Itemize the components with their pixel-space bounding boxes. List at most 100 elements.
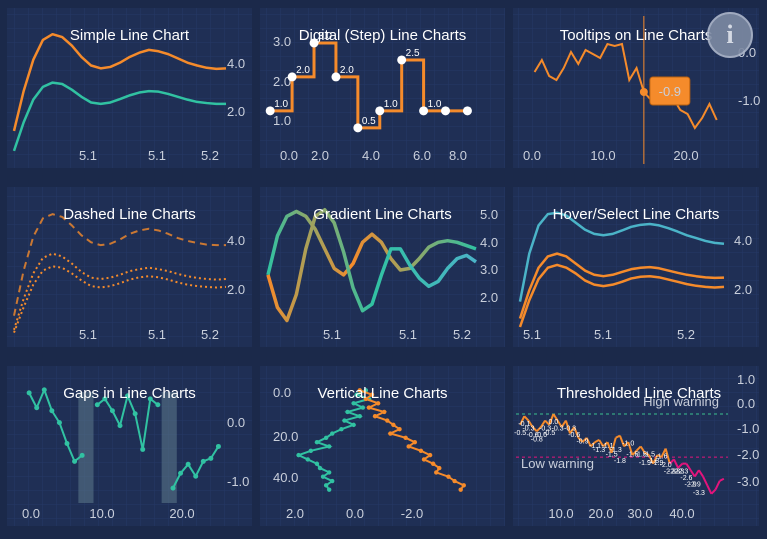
series-point (155, 402, 161, 408)
point-label: -2.3 (664, 469, 676, 476)
vertical-series-point (323, 483, 329, 488)
x-tick-label: 8.0 (449, 148, 467, 163)
y-tick-label: 4.0 (734, 233, 752, 248)
chart-title: Gradient Line Charts (313, 206, 451, 223)
threshold-segment (536, 426, 542, 432)
series-point (49, 408, 55, 414)
vertical-series-point (351, 401, 356, 406)
x-tick-label: 10.0 (548, 506, 573, 521)
threshold-segment (698, 469, 704, 478)
low-warning-label: Low warning (521, 456, 594, 471)
series-point (125, 393, 131, 399)
x-tick-label: 4.0 (362, 148, 380, 163)
x-tick-label: 10.0 (89, 506, 114, 521)
series-point (215, 443, 221, 449)
point-label: -0.1 (518, 421, 530, 428)
y-tick-label: 4.0 (480, 235, 498, 250)
point-label: -1.8 (647, 458, 659, 465)
vertical-series-point (323, 435, 329, 441)
x-tick-label: 5.1 (79, 327, 97, 342)
chart-title: Simple Line Chart (70, 27, 190, 44)
threshold-segment (540, 419, 546, 428)
vertical-series-point (375, 401, 381, 406)
x-tick-label: 5.1 (594, 327, 612, 342)
chart-tile: 5.1 5.1 5.2 4.0 2.0 Hover/Select Line Charts (513, 187, 759, 347)
threshold-segment (573, 426, 580, 439)
vertical-series-point (412, 439, 418, 445)
step-point (353, 123, 363, 133)
chart-tile: 5.1 5.1 5.2 5.0 4.0 3.0 2.0 Gradient Line Chart… (260, 187, 505, 347)
vertical-series-point (296, 452, 301, 458)
x-tick-label: 0.0 (346, 506, 364, 521)
y-tick-label: -1.0 (738, 93, 760, 108)
point-label: -0.3 (539, 426, 551, 433)
y-tick-label: 0.0 (227, 415, 245, 430)
point-label: -2.3 (668, 469, 680, 476)
vertical-series-point (430, 461, 436, 466)
series-point (117, 423, 123, 429)
x-tick-label: 5.2 (453, 327, 471, 342)
series-point (170, 485, 176, 491)
series-point (94, 402, 100, 408)
y-tick-label: 1.0 (273, 113, 291, 128)
y-tick-label: 0.0 (273, 385, 291, 400)
vertical-series-point (357, 388, 362, 393)
x-tick-label: 5.1 (148, 148, 166, 163)
y-tick-label: 4.0 (227, 56, 245, 71)
y-tick-label: 5.0 (480, 207, 498, 222)
threshold-segment (648, 454, 655, 465)
x-tick-label: 5.2 (201, 327, 219, 342)
vertical-series-point (330, 478, 335, 484)
threshold-segment (598, 439, 605, 447)
threshold-segment (719, 477, 725, 482)
series-point (41, 387, 47, 393)
vertical-series-point (382, 409, 387, 415)
y-tick-label: 40.0 (273, 470, 298, 485)
x-tick-label: 0.0 (523, 148, 541, 163)
point-label: -0.5 (514, 430, 526, 437)
y-tick-label: 2.0 (227, 282, 245, 297)
point-label: -2.0 (660, 462, 672, 469)
x-tick-label: 5.1 (523, 327, 541, 342)
y-tick-label: 2.0 (734, 282, 752, 297)
vertical-series-point (317, 465, 323, 471)
point-label: -1.9 (639, 460, 651, 467)
y-tick-label: 3.0 (273, 34, 291, 49)
x-tick-label: 20.0 (169, 506, 194, 521)
series-point (200, 458, 206, 464)
vertical-series-point (314, 461, 320, 466)
point-label: -0.6 (535, 432, 547, 439)
point-label: -1.0 (622, 441, 634, 448)
series-point (34, 405, 40, 411)
point-label: -1.5 (643, 451, 655, 458)
series-point (72, 458, 78, 464)
x-tick-label: 6.0 (413, 148, 431, 163)
vertical-series-point (345, 409, 350, 415)
y-tick-label: 3.0 (480, 262, 498, 277)
vertical-series-point (437, 465, 442, 471)
x-tick-label: 20.0 (673, 148, 698, 163)
y-tick-label: 20.0 (273, 429, 298, 444)
x-tick-label: 5.1 (148, 327, 166, 342)
series-line (13, 213, 226, 316)
info-icon[interactable]: i (707, 12, 753, 58)
chart-tile: 2.0 0.0 -2.0 0.0 20.0 40.0 Vertical Line Chart… (260, 366, 505, 526)
series-line (13, 252, 227, 331)
point-label: 0.0 (549, 419, 559, 426)
x-tick-label: 2.0 (286, 506, 304, 521)
chart-tile: 0.0 10.0 20.0 0.0 -1.0 Gaps in Line Charts (7, 366, 252, 526)
x-tick-label: 0.0 (22, 506, 40, 521)
point-label: -2.6 (680, 475, 692, 482)
threshold-segment (552, 413, 559, 422)
vertical-series-point (339, 427, 344, 432)
gradient-series-line (266, 209, 477, 277)
chart-tile: 5.1 5.1 5.2 4.0 2.0 Dashed Line Charts (7, 187, 252, 347)
x-tick-label: 40.0 (669, 506, 694, 521)
vertical-series-point (397, 427, 402, 432)
chart-title: Gaps in Line Charts (63, 385, 196, 402)
y-tick-label: 0.0 (737, 396, 755, 411)
tooltip-label: -0.9 (659, 84, 681, 99)
vertical-series-point (385, 418, 390, 423)
x-tick-label: 5.2 (677, 327, 695, 342)
series-line (13, 265, 227, 333)
